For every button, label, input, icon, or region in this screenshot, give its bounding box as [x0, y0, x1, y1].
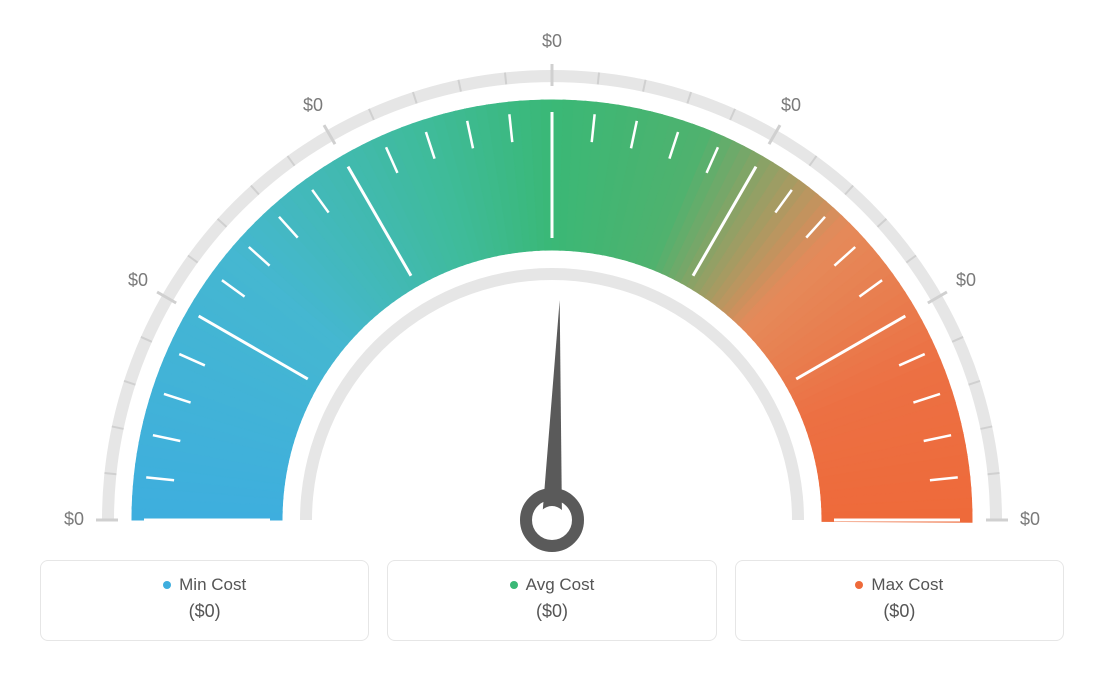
legend-value-avg: ($0) [398, 601, 705, 622]
svg-text:$0: $0 [1020, 509, 1040, 529]
gauge-svg: $0 $0 $0 $0 $0 $0 $0 [40, 20, 1064, 560]
legend-card-min: Min Cost ($0) [40, 560, 369, 641]
legend-row: Min Cost ($0) Avg Cost ($0) Max Cost ($0… [40, 560, 1064, 641]
legend-card-max: Max Cost ($0) [735, 560, 1064, 641]
legend-label-avg: Avg Cost [398, 575, 705, 595]
legend-dot-min [163, 581, 171, 589]
gauge-chart: $0 $0 $0 $0 $0 $0 $0 [40, 20, 1064, 550]
legend-value-max: ($0) [746, 601, 1053, 622]
legend-dot-avg [510, 581, 518, 589]
legend-label-max: Max Cost [746, 575, 1053, 595]
legend-text-avg: Avg Cost [526, 575, 595, 595]
svg-text:$0: $0 [128, 270, 148, 290]
legend-text-min: Min Cost [179, 575, 246, 595]
svg-text:$0: $0 [64, 509, 84, 529]
legend-value-min: ($0) [51, 601, 358, 622]
legend-card-avg: Avg Cost ($0) [387, 560, 716, 641]
chart-container: $0 $0 $0 $0 $0 $0 $0 Min Cost ($0) Avg Cost ($… [40, 20, 1064, 641]
legend-text-max: Max Cost [871, 575, 943, 595]
legend-dot-max [855, 581, 863, 589]
svg-text:$0: $0 [542, 31, 562, 51]
legend-label-min: Min Cost [51, 575, 358, 595]
svg-text:$0: $0 [781, 95, 801, 115]
svg-text:$0: $0 [956, 270, 976, 290]
svg-text:$0: $0 [303, 95, 323, 115]
